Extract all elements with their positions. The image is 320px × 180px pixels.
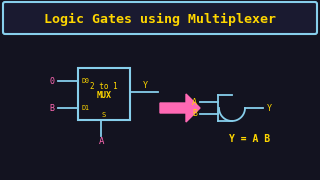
Text: B: B	[49, 103, 54, 112]
Text: D0: D0	[81, 78, 89, 84]
Text: Y: Y	[267, 103, 272, 112]
Text: D1: D1	[81, 105, 89, 111]
Text: A: A	[99, 136, 104, 145]
Text: B: B	[192, 109, 197, 118]
Polygon shape	[160, 94, 200, 122]
Text: Y: Y	[142, 81, 148, 90]
Text: Y = A B: Y = A B	[229, 134, 271, 144]
Text: Logic Gates using Multiplexer: Logic Gates using Multiplexer	[44, 12, 276, 26]
Text: S: S	[101, 112, 106, 118]
Text: A: A	[192, 98, 197, 107]
Text: MUX: MUX	[97, 91, 111, 100]
Text: 2 to 1: 2 to 1	[90, 82, 118, 91]
Text: 0: 0	[49, 76, 54, 86]
Bar	[78, 68, 130, 120]
FancyBboxPatch shape	[3, 2, 317, 34]
